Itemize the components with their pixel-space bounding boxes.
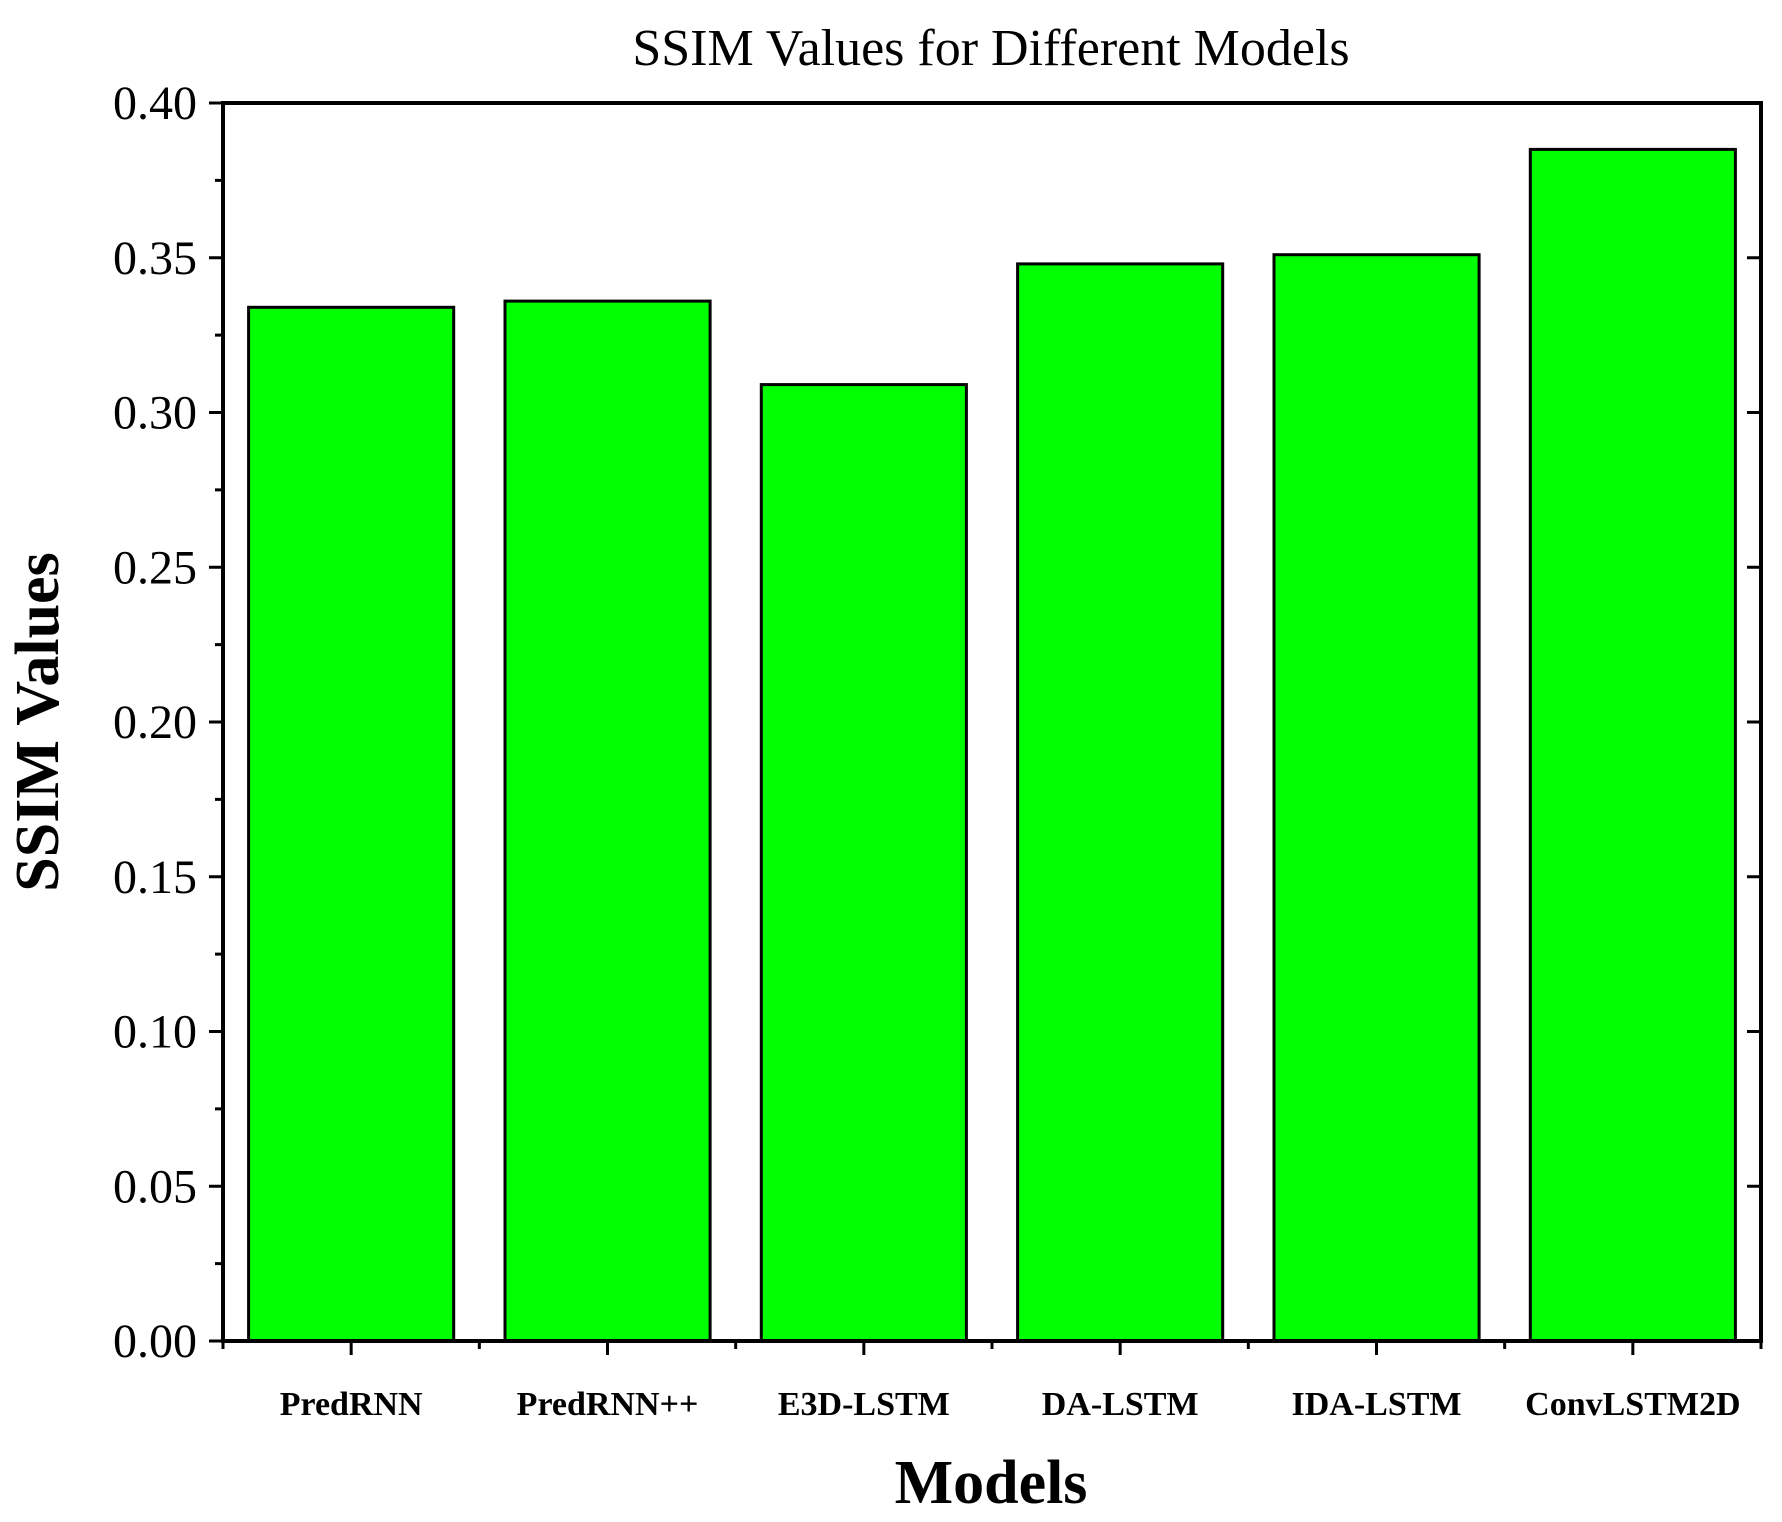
bar-predrnn-: [503, 299, 712, 1343]
chart-title: SSIM Values for Different Models: [632, 20, 1349, 77]
x-axis-ticks: PredRNN PredRNN++ E3D-LSTM DA-LSTM IDA-LSTM C…: [221, 1341, 1763, 1423]
bar-convlstm2d: [1528, 147, 1737, 1343]
bar-e3d-lstm: [759, 383, 968, 1343]
y-axis-ticks: 0.00 0.05 0.10 0.15 0.20 0.25 0.30 0.35 0.40: [113, 77, 1761, 1368]
y-tick-label: 0.35: [113, 232, 197, 285]
x-tick-label-predrnn: PredRNN: [280, 1386, 423, 1423]
x-axis-label: Models: [895, 1449, 1088, 1517]
x-tick-label-predrnn-: PredRNN++: [517, 1386, 699, 1423]
y-tick-label: 0.15: [113, 851, 197, 904]
bar-predrnn: [247, 305, 456, 1343]
x-tick-label-ida-lstm: IDA-LSTM: [1291, 1386, 1461, 1423]
y-axis-label: SSIM Values: [4, 552, 72, 891]
y-tick-label: 0.25: [113, 541, 197, 594]
y-tick-label: 0.00: [113, 1315, 197, 1368]
bar-ida-lstm: [1272, 253, 1481, 1343]
y-tick-label: 0.40: [113, 77, 197, 130]
y-tick-label: 0.20: [113, 696, 197, 749]
plot-frame: [221, 101, 1763, 1343]
x-tick-label-e3d-lstm: E3D-LSTM: [778, 1386, 950, 1423]
x-tick-label-da-lstm: DA-LSTM: [1042, 1386, 1199, 1423]
x-tick-label-convlstm2d: ConvLSTM2D: [1525, 1386, 1740, 1423]
y-tick-label: 0.10: [113, 1006, 197, 1059]
y-tick-label: 0.05: [113, 1160, 197, 1213]
y-tick-label: 0.30: [113, 387, 197, 440]
bars-group: [247, 147, 1737, 1343]
bar-da-lstm: [1016, 262, 1225, 1343]
